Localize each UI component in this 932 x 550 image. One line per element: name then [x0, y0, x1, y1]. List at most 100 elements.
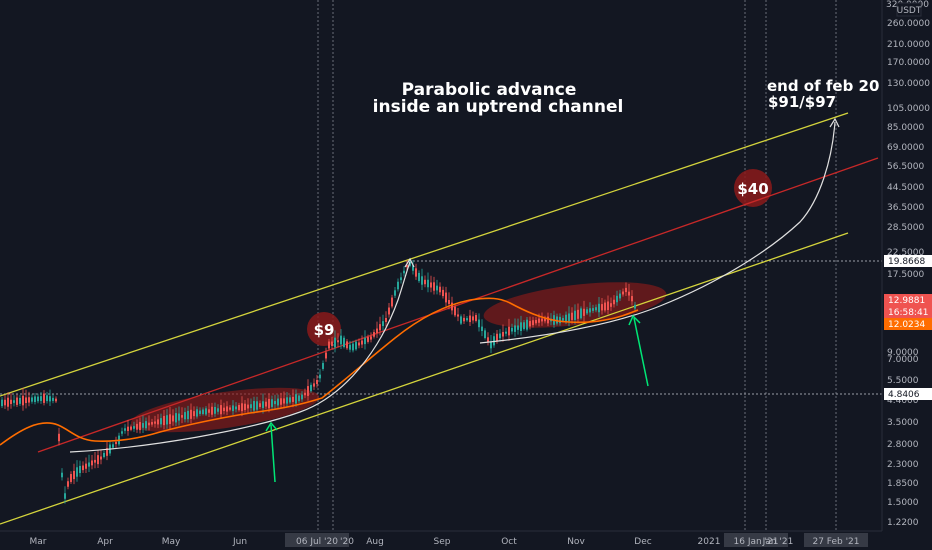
- candle-body: [355, 341, 357, 350]
- candle-body: [541, 318, 543, 322]
- candle-body: [49, 396, 51, 402]
- candle-body: [376, 328, 378, 334]
- time-tick-label: Sep: [434, 537, 451, 547]
- candle-body: [340, 335, 342, 345]
- parabola-arrow-head: [829, 117, 840, 128]
- price-tick-label: 5.5000: [887, 376, 919, 386]
- price-tick-label: 105.0000: [887, 104, 930, 114]
- candle-body: [514, 325, 516, 332]
- candle-body: [166, 415, 168, 425]
- candle-body: [214, 406, 216, 414]
- candle-body: [199, 410, 201, 414]
- candle-body: [334, 337, 336, 348]
- price-tick-label: 2.3000: [887, 460, 919, 470]
- candle-body: [229, 407, 231, 410]
- candle-body: [580, 308, 582, 319]
- price-axis-background: [882, 0, 932, 550]
- candle-body: [190, 409, 192, 419]
- time-tick-highlight: [285, 533, 349, 547]
- candle-body: [280, 398, 282, 405]
- candle-body: [310, 384, 312, 392]
- candle-body: [556, 316, 558, 324]
- candle-body: [610, 303, 612, 307]
- candle-body: [358, 342, 360, 346]
- candle-body: [22, 395, 24, 406]
- candle-body: [577, 309, 579, 319]
- candle-body: [55, 398, 57, 402]
- candle-body: [244, 403, 246, 411]
- channel-upper-line: [0, 112, 849, 397]
- candles: [1, 259, 636, 504]
- candle-body: [442, 289, 444, 297]
- candle-body: [235, 406, 237, 410]
- time-tick-label: Nov: [567, 537, 585, 547]
- candle-body: [451, 302, 453, 311]
- candle-body: [424, 279, 426, 285]
- price-tag-last: 12.9881: [888, 296, 925, 306]
- candle-body: [295, 394, 297, 404]
- price-tag-ma-bg: [884, 318, 932, 330]
- candle-body: [154, 421, 156, 424]
- time-axis-background: [0, 531, 932, 550]
- candle-body: [274, 401, 276, 405]
- candle-body: [316, 380, 318, 384]
- candle-body: [601, 304, 603, 311]
- uptrend-channel: [0, 112, 879, 525]
- candle-body: [508, 326, 510, 336]
- candle-body: [13, 400, 15, 403]
- headline-line-1: Parabolic advance: [402, 80, 577, 100]
- price-tick-label: 260.0000: [887, 19, 930, 29]
- candle-body: [265, 401, 267, 407]
- candle-body: [607, 301, 609, 311]
- candle-body: [568, 313, 570, 322]
- price-tick-label: 1.5000: [887, 498, 919, 508]
- candle-body: [364, 337, 366, 345]
- candle-body: [133, 426, 135, 429]
- candle-body: [586, 309, 588, 314]
- candle-body: [604, 302, 606, 311]
- price-tick-label: 22.5000: [887, 248, 924, 258]
- candle-body: [445, 292, 447, 303]
- candle-body: [1, 399, 3, 407]
- candle-body: [115, 441, 117, 445]
- candle-body: [130, 426, 132, 430]
- time-tick-label: May: [162, 537, 181, 547]
- candle-body: [337, 340, 339, 343]
- candle-body: [217, 408, 219, 412]
- price-tick-label: 130.0000: [887, 79, 930, 89]
- channel-middle-line: [37, 157, 879, 453]
- candle-body: [292, 396, 294, 402]
- candle-body: [349, 344, 351, 350]
- price-tag-4-8406: 4.8406: [888, 390, 920, 400]
- price-tag-countdown: 16:58:41: [888, 308, 928, 318]
- candle-body: [391, 297, 393, 307]
- candle-body: [325, 352, 327, 359]
- candle-body: [616, 295, 618, 303]
- price-tag-ma: 12.0234: [888, 320, 925, 330]
- candle-body: [511, 327, 513, 332]
- candle-body: [397, 281, 399, 290]
- candle-body: [613, 299, 615, 305]
- price-tick-label: 210.0000: [887, 40, 930, 50]
- candle-body: [532, 320, 534, 326]
- candle-body: [73, 470, 75, 480]
- candle-body: [211, 406, 213, 415]
- candle-body: [385, 317, 387, 323]
- candle-body: [184, 412, 186, 420]
- candle-body: [43, 393, 45, 403]
- candle-body: [268, 398, 270, 409]
- candle-body: [91, 460, 93, 466]
- candle-body: [406, 264, 408, 268]
- candle-body: [328, 341, 330, 349]
- channel-lower-line: [0, 232, 849, 525]
- candle-body: [526, 319, 528, 330]
- price-tag-countdown-bg: [884, 306, 932, 318]
- candle-body: [499, 333, 501, 339]
- price-tag-19-8668: 19.8668: [888, 257, 925, 267]
- price-tick-label: 85.0000: [887, 123, 924, 133]
- candle-body: [379, 324, 381, 331]
- candle-body: [94, 459, 96, 463]
- price-tick-label: 36.5000: [887, 203, 924, 213]
